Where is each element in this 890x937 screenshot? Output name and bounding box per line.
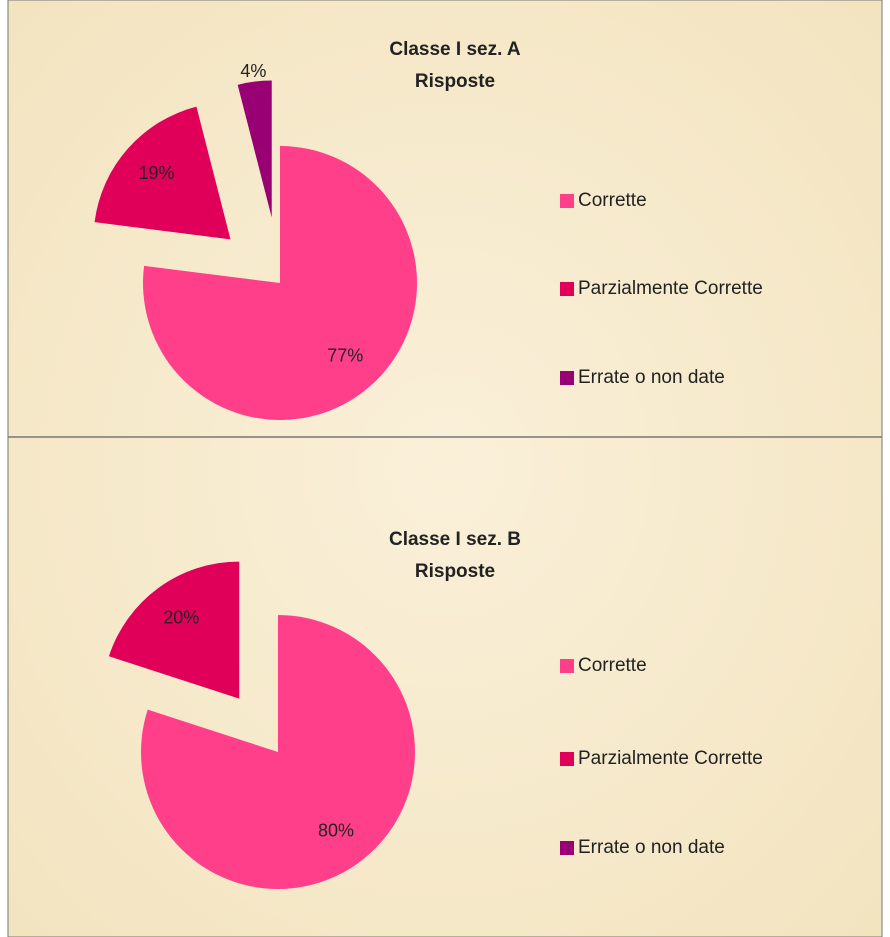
legend-swatch (560, 659, 574, 673)
legend-label: Parzialmente Corrette (578, 748, 763, 769)
data-label: 20% (163, 608, 199, 628)
chart-title: Classe I sez. B (389, 529, 521, 550)
legend-label: Errate o non date (578, 367, 725, 388)
data-label: 4% (240, 61, 266, 81)
legend-swatch (560, 841, 574, 855)
chart-subtitle: Risposte (415, 71, 495, 92)
data-label: 19% (138, 163, 174, 183)
pie-slice (94, 106, 231, 240)
legend-label: Errate o non date (578, 837, 725, 858)
legend-label: Corrette (578, 655, 647, 676)
pie-slice (108, 561, 240, 699)
legend-swatch (560, 194, 574, 208)
legend-label: Parzialmente Corrette (578, 278, 763, 299)
legend-swatch (560, 752, 574, 766)
chart-subtitle: Risposte (415, 561, 495, 582)
pie-slice (142, 146, 417, 420)
chart-title: Classe I sez. A (389, 39, 521, 60)
data-label: 77% (327, 346, 363, 366)
legend-swatch (560, 371, 574, 385)
data-label: 80% (318, 821, 354, 841)
legend-swatch (560, 282, 574, 296)
pie-slice (237, 80, 272, 218)
legend-label: Corrette (578, 190, 647, 211)
pie-slice (141, 615, 416, 889)
